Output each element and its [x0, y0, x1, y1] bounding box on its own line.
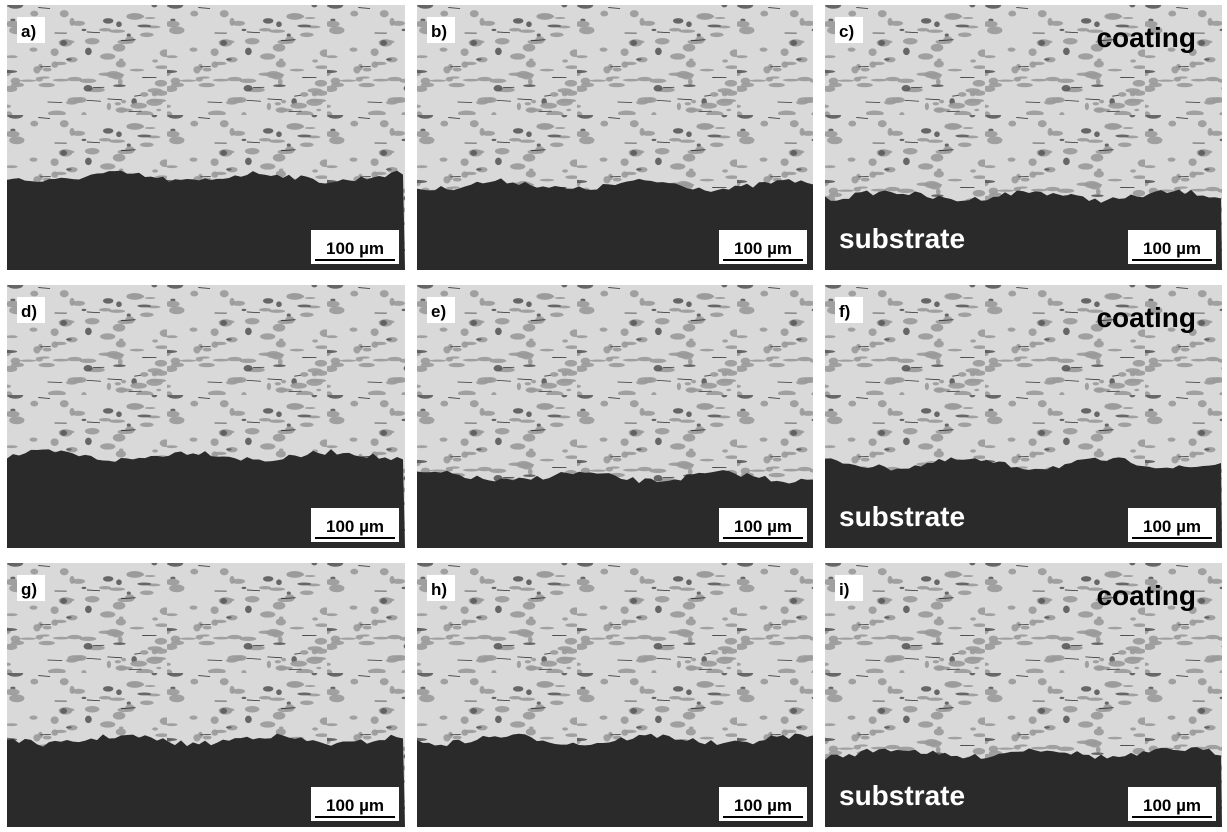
- scale-box: [1128, 508, 1216, 542]
- scale-bar-label: 100 µm: [734, 517, 792, 536]
- panel-label: a): [21, 22, 36, 41]
- scale-box: [719, 508, 807, 542]
- label-box: [17, 575, 45, 601]
- scale-bar-label: 100 µm: [326, 796, 384, 815]
- substrate-region: [7, 733, 405, 827]
- label-box: [427, 575, 455, 601]
- scale-bar-label: 100 µm: [1143, 517, 1201, 536]
- label-box: [427, 297, 455, 323]
- scale-bar-label: 100 µm: [326, 517, 384, 536]
- substrate-label: substrate: [839, 780, 965, 811]
- coating-label: coating: [1096, 22, 1196, 53]
- label-box: [427, 17, 455, 43]
- micrograph-panel: b) 100 µm: [417, 5, 813, 270]
- scale-bar-label: 100 µm: [734, 239, 792, 258]
- scale-bar-label: 100 µm: [734, 796, 792, 815]
- scale-box: [719, 230, 807, 264]
- panel-label: b): [431, 22, 447, 41]
- substrate-region: [825, 457, 1222, 548]
- panel-label: e): [431, 302, 446, 321]
- substrate-region: [825, 189, 1222, 270]
- scale-bar-label: 100 µm: [326, 239, 384, 258]
- substrate-label: substrate: [839, 501, 965, 532]
- panel-label: i): [839, 580, 849, 599]
- scale-box: [311, 787, 399, 821]
- panel-label: f): [839, 302, 850, 321]
- micrograph-panel: a) 100 µm: [7, 5, 405, 270]
- micrograph-panel: h) 100 µm: [417, 563, 813, 827]
- panel-label: g): [21, 580, 37, 599]
- substrate-region: [825, 747, 1222, 827]
- substrate-region: [417, 470, 813, 548]
- label-box: [17, 297, 45, 323]
- scale-box: [1128, 787, 1216, 821]
- micrograph-panel: g) 100 µm: [7, 563, 405, 827]
- coating-label: coating: [1096, 302, 1196, 333]
- label-box: [835, 17, 863, 43]
- panel-label: d): [21, 302, 37, 321]
- micrograph-panel: f) 100 µm coating substrate: [825, 285, 1222, 548]
- label-box: [835, 297, 863, 323]
- scale-box: [719, 787, 807, 821]
- micrograph-panel: e) 100 µm: [417, 285, 813, 548]
- label-box: [835, 575, 863, 601]
- substrate-region: [7, 449, 405, 548]
- substrate-region: [7, 170, 405, 270]
- scale-bar-label: 100 µm: [1143, 796, 1201, 815]
- substrate-region: [417, 733, 813, 827]
- scale-box: [311, 508, 399, 542]
- coating-label: coating: [1096, 580, 1196, 611]
- substrate-label: substrate: [839, 223, 965, 254]
- scale-box: [1128, 230, 1216, 264]
- panel-label: c): [839, 22, 854, 41]
- scale-box: [311, 230, 399, 264]
- scale-bar-label: 100 µm: [1143, 239, 1201, 258]
- micrograph-panel: d) 100 µm: [7, 285, 405, 548]
- panel-label: h): [431, 580, 447, 599]
- micrograph-panel: c) 100 µm coating substrate: [825, 5, 1222, 270]
- substrate-region: [417, 178, 813, 270]
- micrograph-panel: i) 100 µm coating substrate: [825, 563, 1222, 827]
- label-box: [17, 17, 45, 43]
